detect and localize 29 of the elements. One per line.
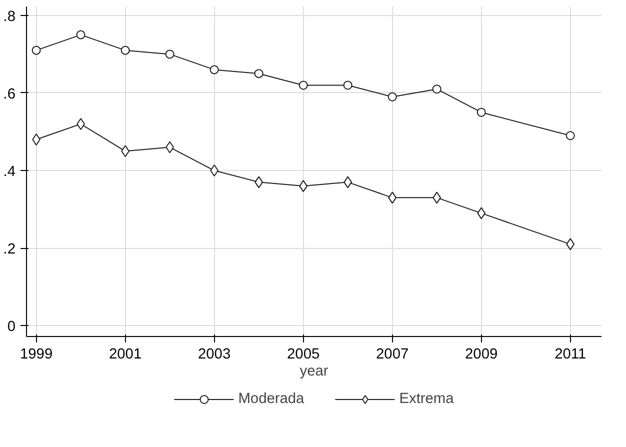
point xyxy=(76,30,86,40)
y-tick-label: .6 xyxy=(3,86,16,102)
point xyxy=(210,65,219,74)
point xyxy=(477,207,486,220)
point xyxy=(343,80,352,90)
x-axis-title: year xyxy=(300,364,328,380)
x-tick-label: 2005 xyxy=(287,346,320,362)
point xyxy=(32,46,41,55)
y-tick-label: 0 xyxy=(7,319,16,336)
x-tick-label: 1999 xyxy=(20,346,53,362)
point xyxy=(165,50,174,59)
y-tick-label: .2 xyxy=(3,242,16,258)
point xyxy=(432,84,442,94)
x-tick-label: 2003 xyxy=(198,346,231,362)
point xyxy=(476,108,486,117)
x-tick-label: 2007 xyxy=(376,346,409,362)
point xyxy=(566,131,575,140)
x-tick-label: 2009 xyxy=(465,346,498,362)
legend-label: Extrema xyxy=(399,391,454,407)
x-tick-label: 2011 xyxy=(554,346,586,362)
point xyxy=(566,238,575,250)
point xyxy=(298,80,308,90)
point xyxy=(388,92,397,102)
x-tick-label: 2001 xyxy=(109,346,142,362)
y-tick-label: .8 xyxy=(3,8,16,25)
point xyxy=(254,69,264,78)
y-tick-label: .4 xyxy=(3,164,16,180)
point xyxy=(120,46,130,55)
legend-label: Moderada xyxy=(238,391,304,407)
